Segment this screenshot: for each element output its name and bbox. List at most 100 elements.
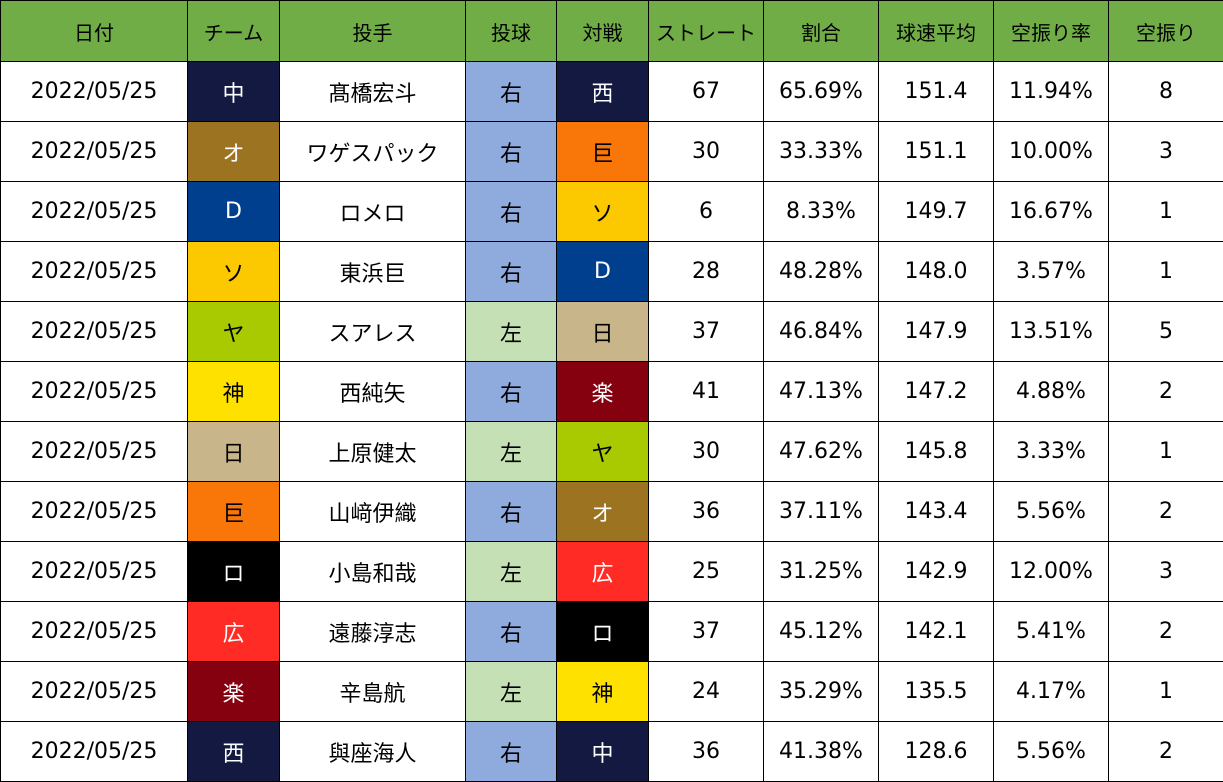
column-header-straight[interactable]: ストレート [649,1,764,62]
column-header-whiff-rate[interactable]: 空振り率 [994,1,1109,62]
opponent-cell: 西 [557,62,649,122]
pitcher-cell: 東浜巨 [280,242,466,302]
team-cell: ヤ [188,302,280,362]
straight-count-cell: 36 [649,482,764,542]
team-cell: 中 [188,62,280,122]
column-header-avg-speed[interactable]: 球速平均 [879,1,994,62]
ratio-cell: 65.69% [764,62,879,122]
date-cell: 2022/05/25 [1,722,188,782]
column-header-pitcher[interactable]: 投手 [280,1,466,62]
team-cell: ロ [188,542,280,602]
pitcher-cell: 髙橋宏斗 [280,62,466,122]
team-cell: ソ [188,242,280,302]
ratio-cell: 47.13% [764,362,879,422]
team-cell: オ [188,122,280,182]
team-cell: 日 [188,422,280,482]
date-cell: 2022/05/25 [1,422,188,482]
hand-cell: 左 [466,302,557,362]
ratio-cell: 8.33% [764,182,879,242]
avg-speed-cell: 135.5 [879,662,994,722]
ratio-cell: 46.84% [764,302,879,362]
team-cell: 神 [188,362,280,422]
straight-count-cell: 24 [649,662,764,722]
avg-speed-cell: 145.8 [879,422,994,482]
hand-cell: 右 [466,722,557,782]
whiff-rate-cell: 10.00% [994,122,1109,182]
pitcher-cell: 西純矢 [280,362,466,422]
whiffs-cell: 2 [1109,602,1223,662]
team-cell: 巨 [188,482,280,542]
straight-count-cell: 37 [649,302,764,362]
ratio-cell: 48.28% [764,242,879,302]
opponent-cell: 広 [557,542,649,602]
whiff-rate-cell: 5.56% [994,482,1109,542]
column-header-date[interactable]: 日付 [1,1,188,62]
opponent-cell: ソ [557,182,649,242]
column-header-opponent[interactable]: 対戦 [557,1,649,62]
straight-count-cell: 36 [649,722,764,782]
date-cell: 2022/05/25 [1,122,188,182]
pitcher-cell: 小島和哉 [280,542,466,602]
ratio-cell: 45.12% [764,602,879,662]
ratio-cell: 41.38% [764,722,879,782]
opponent-cell: 巨 [557,122,649,182]
column-header-team[interactable]: チーム [188,1,280,62]
avg-speed-cell: 151.1 [879,122,994,182]
avg-speed-cell: 151.4 [879,62,994,122]
hand-cell: 右 [466,122,557,182]
date-cell: 2022/05/25 [1,362,188,422]
whiff-rate-cell: 11.94% [994,62,1109,122]
whiffs-cell: 1 [1109,182,1223,242]
straight-count-cell: 30 [649,422,764,482]
opponent-cell: オ [557,482,649,542]
avg-speed-cell: 147.9 [879,302,994,362]
date-cell: 2022/05/25 [1,62,188,122]
opponent-cell: 神 [557,662,649,722]
pitcher-cell: 山﨑伊織 [280,482,466,542]
avg-speed-cell: 149.7 [879,182,994,242]
opponent-cell: ロ [557,602,649,662]
pitcher-cell: 辛島航 [280,662,466,722]
whiff-rate-cell: 3.33% [994,422,1109,482]
whiffs-cell: 1 [1109,422,1223,482]
whiffs-cell: 2 [1109,482,1223,542]
date-cell: 2022/05/25 [1,482,188,542]
pitcher-cell: 遠藤淳志 [280,602,466,662]
pitcher-cell: ロメロ [280,182,466,242]
avg-speed-cell: 147.2 [879,362,994,422]
straight-count-cell: 67 [649,62,764,122]
hand-cell: 右 [466,602,557,662]
whiff-rate-cell: 16.67% [994,182,1109,242]
whiffs-cell: 8 [1109,62,1223,122]
date-cell: 2022/05/25 [1,602,188,662]
column-header-hand[interactable]: 投球 [466,1,557,62]
whiff-rate-cell: 5.41% [994,602,1109,662]
avg-speed-cell: 142.9 [879,542,994,602]
hand-cell: 左 [466,542,557,602]
hand-cell: 左 [466,422,557,482]
whiff-rate-cell: 12.00% [994,542,1109,602]
team-cell: 楽 [188,662,280,722]
whiff-rate-cell: 4.88% [994,362,1109,422]
hand-cell: 右 [466,242,557,302]
straight-count-cell: 6 [649,182,764,242]
whiff-rate-cell: 13.51% [994,302,1109,362]
hand-cell: 左 [466,662,557,722]
column-header-ratio[interactable]: 割合 [764,1,879,62]
opponent-cell: 楽 [557,362,649,422]
whiff-rate-cell: 3.57% [994,242,1109,302]
ratio-cell: 33.33% [764,122,879,182]
whiffs-cell: 3 [1109,542,1223,602]
straight-count-cell: 41 [649,362,764,422]
column-header-whiffs[interactable]: 空振り [1109,1,1223,62]
ratio-cell: 31.25% [764,542,879,602]
straight-count-cell: 30 [649,122,764,182]
